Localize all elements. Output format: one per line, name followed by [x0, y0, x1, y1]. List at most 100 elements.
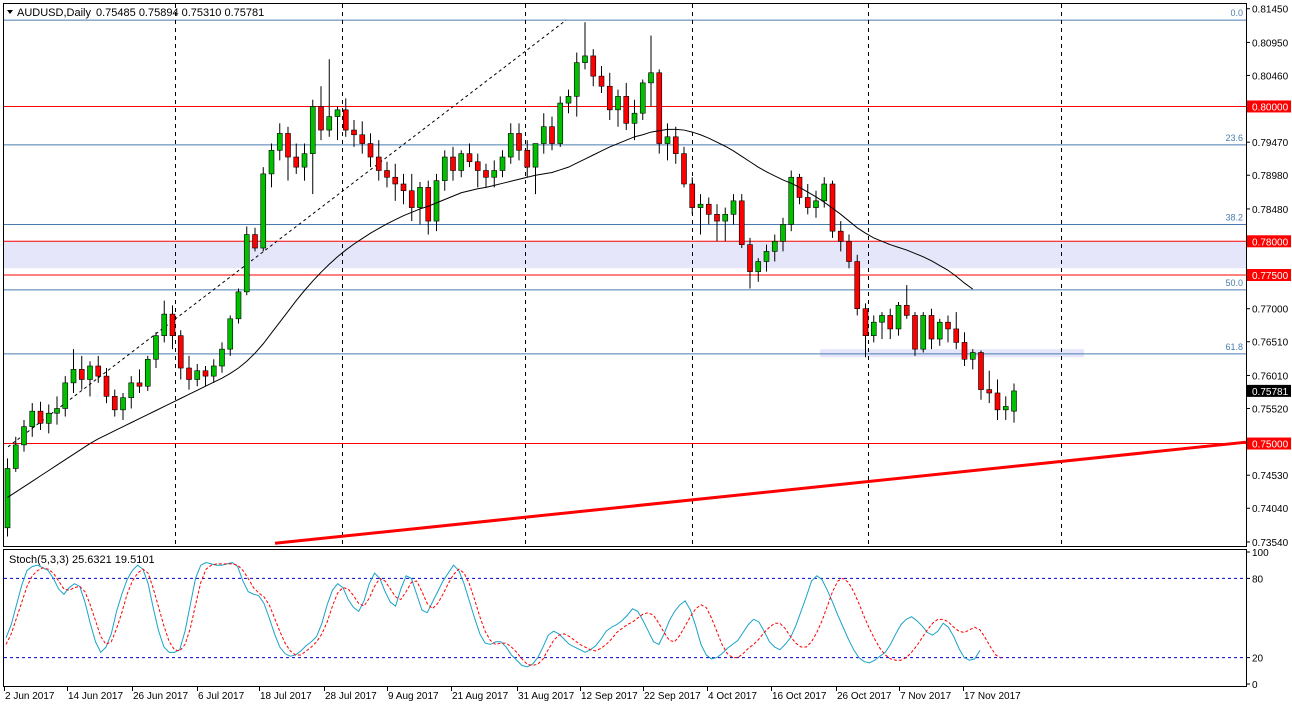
level-tag-label: 0.78000	[1252, 237, 1289, 248]
candle-body	[854, 261, 861, 310]
candle-body	[202, 370, 209, 377]
candle-body	[466, 153, 473, 163]
price-tick-label: 0.73540	[1252, 538, 1289, 549]
price-axis: 0.81450 0.80950 0.80460 0.79470 0.78980 0.784…	[1246, 5, 1291, 549]
chevron-down-icon[interactable]	[7, 10, 13, 14]
candle-body	[45, 412, 52, 424]
candle-body	[450, 156, 456, 171]
candle-body	[862, 308, 869, 336]
candle-body	[4, 468, 11, 529]
stochastic-oscillator	[4, 562, 1246, 668]
candle-body	[582, 55, 588, 63]
candle-body	[359, 134, 366, 144]
price-tick-label: 0.74530	[1252, 471, 1289, 482]
candle-body	[243, 234, 250, 293]
time-tick-label: 12 Sep 2017	[581, 691, 638, 702]
fib-label-2: 38.2	[1225, 212, 1243, 222]
candle-body	[491, 170, 498, 178]
candle-body	[169, 313, 176, 336]
candle-body	[87, 365, 93, 380]
candle-body	[425, 187, 432, 222]
level-tag-label: 0.80000	[1252, 102, 1289, 113]
candle-body	[309, 106, 316, 154]
fib-label-1: 23.6	[1225, 133, 1243, 143]
candle-body	[351, 129, 357, 136]
candle-body	[697, 203, 704, 208]
candle-body	[507, 133, 514, 158]
level-tag-bg	[1247, 235, 1291, 248]
time-tick-label: 28 Jul 2017	[325, 691, 377, 702]
fib-label-4: 61.8	[1225, 342, 1243, 352]
candle-body	[326, 116, 333, 131]
candle-body	[994, 392, 1001, 411]
candle-body	[763, 251, 770, 262]
level-tag-label: 0.77500	[1252, 271, 1289, 282]
stoch-tick-label: 80	[1252, 574, 1264, 585]
candle-body	[738, 200, 745, 245]
candle-body	[945, 321, 951, 330]
zone-fib-618	[820, 349, 1085, 358]
time-tick-label: 31 Aug 2017	[518, 691, 575, 702]
price-tick-label: 0.77000	[1252, 305, 1289, 316]
candle-body	[821, 183, 828, 202]
candle-body	[219, 348, 225, 367]
candle-body	[755, 261, 762, 272]
time-tick-label: 2 Jun 2017	[5, 691, 55, 702]
candle-body	[532, 143, 539, 168]
candle-body	[260, 173, 267, 249]
candle-body	[62, 382, 69, 409]
candle-body	[483, 170, 489, 178]
candle-body	[37, 410, 44, 424]
candle-body	[549, 126, 555, 144]
candle-body	[285, 133, 291, 158]
candle-body	[672, 136, 679, 154]
candle-body	[813, 200, 819, 208]
candle-body	[978, 352, 984, 390]
stoch-tick-label: 20	[1252, 654, 1264, 665]
candle-body	[95, 365, 102, 377]
candle-body	[953, 328, 960, 343]
candle-body	[433, 180, 440, 222]
candle-body	[631, 112, 638, 124]
candle-body	[656, 72, 663, 144]
candle-body	[590, 55, 597, 77]
price-tick-label: 0.76510	[1252, 338, 1289, 349]
stoch-d-line	[5, 563, 1002, 667]
candle-body	[252, 234, 258, 249]
price-tick-label: 0.78980	[1252, 171, 1289, 182]
candle-body	[681, 153, 687, 185]
candle-body	[879, 315, 885, 323]
fib-label-3: 50.0	[1225, 278, 1243, 288]
level-tag-bg	[1247, 269, 1291, 281]
candle-body	[128, 382, 135, 398]
price-tick-label: 0.80460	[1252, 71, 1289, 82]
stoch-tick-label: 100	[1252, 548, 1269, 559]
zone-077600-078000	[4, 241, 1246, 269]
candle-body	[870, 321, 877, 336]
candle-body	[417, 187, 423, 208]
candle-body	[392, 176, 399, 185]
stoch-tick-label: 0	[1252, 680, 1258, 691]
candle-body	[606, 85, 613, 111]
candle-body	[516, 133, 522, 151]
candle-body	[235, 291, 242, 320]
candle-body	[565, 96, 572, 104]
candle-body	[689, 183, 696, 208]
candle-body	[342, 109, 349, 131]
candle-body	[573, 62, 580, 97]
candle-body	[846, 240, 852, 262]
candle-body	[12, 444, 19, 469]
price-tick-label: 0.74040	[1252, 504, 1289, 515]
candle-body	[986, 389, 993, 394]
ma-line	[7, 128, 974, 498]
candle-body	[540, 126, 547, 144]
candle-body	[837, 230, 844, 242]
candle-body	[705, 203, 712, 215]
candle-body	[714, 214, 720, 222]
time-tick-label: 7 Nov 2017	[900, 691, 952, 702]
candle-body	[29, 410, 36, 427]
candle-body	[276, 133, 283, 151]
candle-body	[623, 96, 630, 124]
candle-body	[153, 335, 159, 360]
